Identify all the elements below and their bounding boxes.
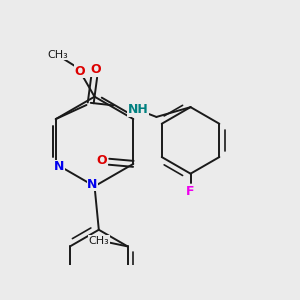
Text: O: O — [97, 154, 107, 167]
Text: CH₃: CH₃ — [88, 236, 109, 246]
Text: N: N — [87, 178, 98, 190]
Text: F: F — [186, 185, 195, 198]
Text: NH: NH — [128, 103, 148, 116]
Text: N: N — [54, 160, 64, 173]
Text: O: O — [90, 63, 101, 76]
Text: O: O — [74, 64, 85, 78]
Text: CH₃: CH₃ — [47, 50, 68, 60]
